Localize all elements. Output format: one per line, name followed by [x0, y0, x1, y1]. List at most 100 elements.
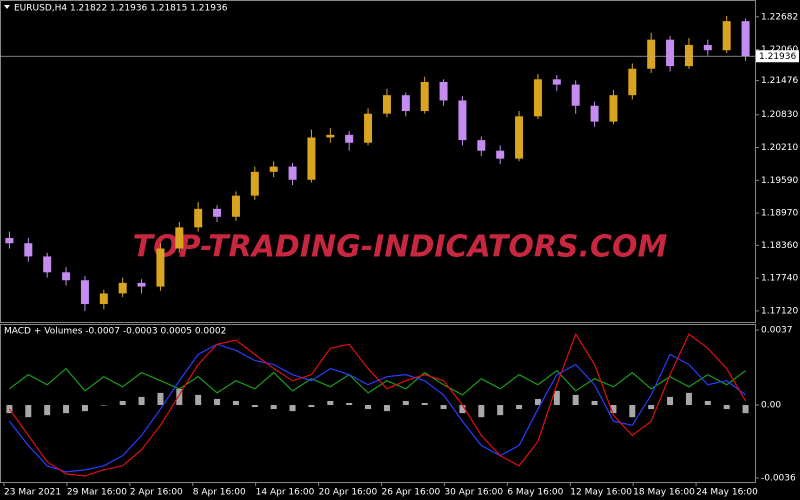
x-tick-label: 23 Mar 2021	[4, 488, 61, 498]
histogram-bar	[497, 405, 504, 416]
histogram-bar	[232, 400, 239, 406]
histogram-bar	[383, 405, 390, 412]
x-tick-label: 30 Apr 16:00	[444, 488, 503, 498]
histogram-bar	[459, 405, 466, 414]
histogram-bar	[270, 405, 277, 410]
x-tick-label: 20 Apr 16:00	[319, 488, 378, 498]
histogram-bar	[421, 403, 428, 406]
candle-body	[496, 150, 505, 159]
histogram-bar	[648, 405, 655, 410]
candle-body	[722, 21, 731, 51]
candle-body	[684, 44, 693, 67]
histogram-bar	[100, 405, 107, 406]
histogram-bar	[289, 405, 296, 412]
histogram-bar	[119, 400, 126, 406]
last-price-box	[756, 50, 799, 63]
indicator-line	[9, 367, 746, 396]
candle-body	[288, 166, 297, 180]
candle-body	[741, 21, 750, 57]
x-tick-label: 18 May 16:00	[633, 488, 695, 498]
histogram-bar	[214, 398, 221, 406]
price-panel-frame	[0, 0, 756, 323]
histogram-bar	[440, 405, 447, 410]
y-tick-label: 1.17740	[761, 274, 798, 284]
y-tick-label: 1.20830	[761, 110, 798, 120]
histogram-bar	[667, 396, 674, 406]
histogram-bar	[195, 394, 202, 406]
candle-body	[382, 95, 391, 114]
last-price-label: 1.21936	[759, 52, 796, 62]
histogram-bar	[553, 390, 560, 406]
histogram-bar	[365, 405, 372, 410]
candle-body	[401, 95, 410, 112]
indicator-line	[8, 332, 747, 477]
candle-body	[5, 237, 14, 244]
x-tick-label: 29 Mar 16:00	[67, 488, 127, 498]
indicator-panel-title: MACD + Volumes -0.0007 -0.0003 0.0005 0.…	[4, 327, 226, 337]
histogram-bar	[327, 400, 334, 406]
histogram-bar	[629, 405, 636, 418]
candle-body	[515, 116, 524, 159]
y-tick-label: 1.21476	[761, 76, 798, 86]
y-tick-label: 1.18360	[761, 241, 798, 251]
candle-body	[250, 171, 259, 196]
candle-body	[307, 137, 316, 180]
candle-body	[533, 79, 542, 117]
candle-body	[326, 134, 335, 138]
candle-body	[156, 248, 165, 287]
candle-body	[118, 282, 127, 294]
histogram-bar	[742, 405, 749, 414]
x-tick-label: 26 Apr 16:00	[382, 488, 441, 498]
candle-body	[175, 227, 184, 249]
x-tick-label: 6 May 16:00	[507, 488, 563, 498]
y-tick-label: 1.19590	[761, 176, 798, 186]
x-tick-label: 2 Apr 16:00	[130, 488, 183, 498]
histogram-bar	[308, 405, 315, 408]
histogram-bar	[572, 394, 579, 406]
y-tick-label: -0.0036	[761, 473, 796, 483]
histogram-bar	[402, 400, 409, 406]
y-tick-label: 1.22060	[761, 45, 798, 55]
price-panel-title: EURUSD,H4 1.21822 1.21936 1.21815 1.2193…	[14, 4, 228, 14]
candle-body	[24, 243, 33, 257]
histogram-bar	[81, 405, 88, 412]
y-tick-label: 1.20210	[761, 143, 798, 153]
candle-body	[458, 100, 467, 141]
candle-body	[666, 39, 675, 67]
x-tick-label: 24 May 16:00	[696, 488, 758, 498]
histogram-bar	[534, 398, 541, 406]
menu-icon[interactable]	[4, 5, 10, 9]
candle-body	[590, 105, 599, 122]
candle-body	[137, 282, 146, 287]
indicator-panel-frame	[0, 324, 756, 483]
candle-body	[647, 39, 656, 69]
candle-body	[703, 44, 712, 51]
x-tick-label: 8 Apr 16:00	[193, 488, 246, 498]
candle-body	[609, 95, 618, 122]
histogram-bar	[176, 388, 183, 406]
candle-body	[477, 140, 486, 151]
histogram-bar	[6, 405, 13, 414]
histogram-bar	[610, 405, 617, 414]
candle-body	[420, 81, 429, 112]
indicator-line	[8, 343, 746, 473]
histogram-bar	[63, 405, 70, 414]
candle-body	[571, 84, 580, 106]
y-tick-label: 1.17120	[761, 306, 798, 316]
histogram-bar	[723, 405, 730, 410]
histogram-bar	[157, 392, 164, 406]
x-tick-label: 12 May 16:00	[570, 488, 632, 498]
candle-body	[80, 280, 89, 305]
y-tick-label: 1.18970	[761, 209, 798, 219]
histogram-bar	[25, 405, 32, 418]
histogram-bar	[704, 400, 711, 406]
candle-body	[364, 113, 373, 143]
histogram-bar	[591, 400, 598, 406]
histogram-bar	[251, 405, 258, 408]
candle-body	[628, 68, 637, 96]
candle-body	[552, 79, 561, 85]
candle-body	[62, 272, 71, 281]
watermark: TOP-TRADING-INDICATORS.COM	[133, 230, 668, 265]
histogram-bar	[346, 403, 353, 406]
